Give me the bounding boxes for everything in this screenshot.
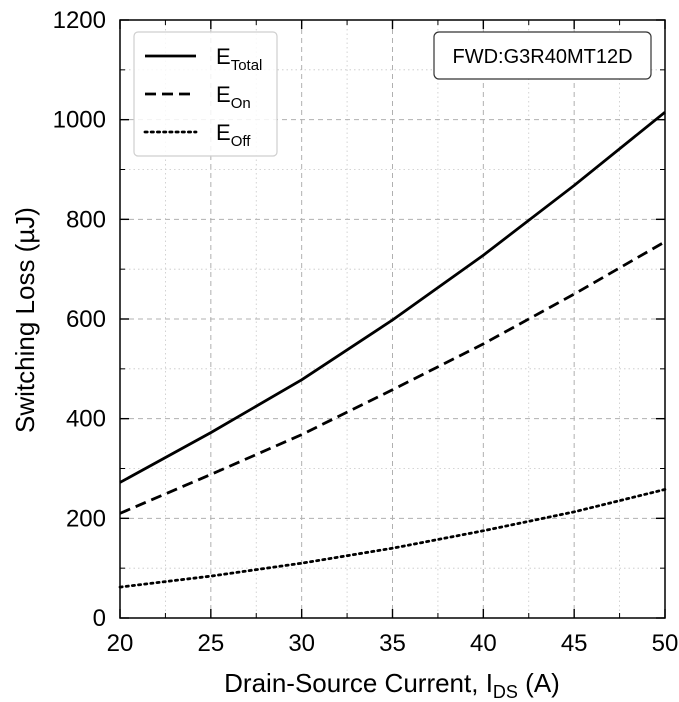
legend-label-off: EOff (216, 120, 251, 150)
annotation-box: FWD:G3R40MT12D (433, 31, 652, 80)
y-tick-label: 1000 (53, 107, 106, 134)
x-tick-label: 50 (652, 630, 679, 657)
series-layer (118, 111, 667, 589)
series-line-on (119, 240, 666, 515)
y-tick-label: 1200 (53, 7, 106, 34)
x-tick-label: 35 (379, 630, 406, 657)
y-axis-label: Switching Loss (µJ) (10, 207, 40, 433)
legend-label-on: EOn (216, 82, 251, 112)
x-tick-label: 40 (470, 630, 497, 657)
legend-label-total: ETotal (216, 44, 262, 74)
x-tick-labels: 20 25 30 35 40 45 50 (107, 630, 679, 657)
y-tick-label: 200 (66, 505, 106, 532)
x-tick-label: 25 (197, 630, 224, 657)
axis-ticks (119, 19, 666, 619)
y-tick-label: 800 (66, 206, 106, 233)
y-tick-label: 0 (93, 605, 106, 632)
x-tick-label: 45 (561, 630, 588, 657)
series-line-off (118, 488, 667, 589)
annotation-text: FWD:G3R40MT12D (452, 46, 632, 68)
x-tick-label: 20 (107, 630, 134, 657)
y-tick-labels: 0 200 400 600 800 1000 1200 (53, 7, 106, 632)
x-axis-label-subscript: DS (493, 682, 518, 702)
x-axis-label: Drain-Source Current, IDS (A) (224, 668, 560, 702)
y-tick-label: 400 (66, 406, 106, 433)
series-line-total (119, 111, 666, 484)
y-tick-label: 600 (66, 306, 106, 333)
x-tick-label: 30 (288, 630, 315, 657)
legend: ETotal EOn EOff (133, 31, 278, 157)
legend-box (133, 31, 278, 157)
major-grid (120, 20, 665, 618)
